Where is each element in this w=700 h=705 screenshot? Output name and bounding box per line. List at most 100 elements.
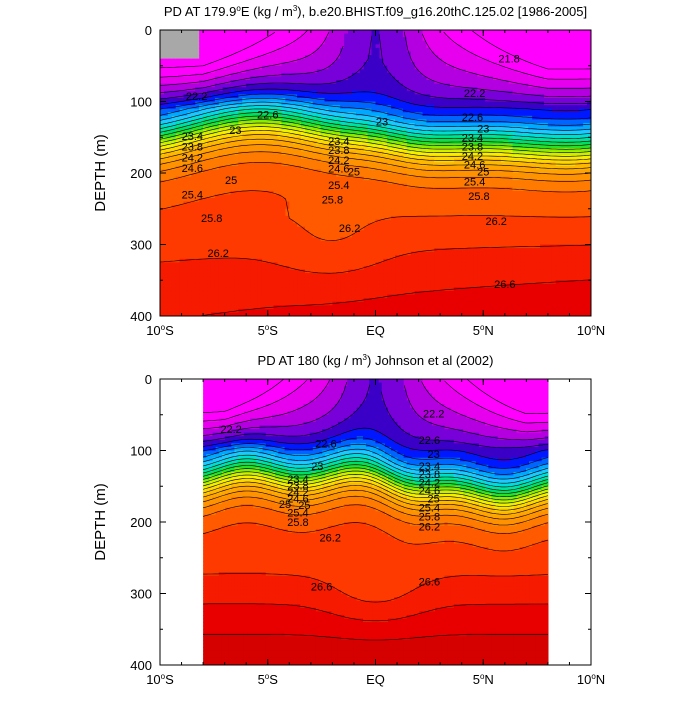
contour-cell <box>230 144 236 149</box>
contour-cell <box>359 251 365 256</box>
contour-cell <box>332 301 337 306</box>
contour-cell <box>344 40 349 45</box>
contour-cell <box>195 269 200 274</box>
contour-cell <box>238 237 243 242</box>
contour-cell <box>242 122 247 128</box>
contour-cell <box>363 308 369 314</box>
contour-cell <box>187 208 192 213</box>
contour-cell <box>308 155 314 160</box>
contour-cell <box>336 97 341 103</box>
contour-cell <box>301 65 306 70</box>
contour-cell <box>214 244 220 249</box>
contour-cell <box>207 262 212 267</box>
contour-cell <box>175 212 181 217</box>
contour-cell <box>281 201 286 206</box>
contour-cell <box>250 190 255 196</box>
contour-cell <box>395 122 400 128</box>
contour-cell <box>226 62 232 67</box>
contour-cell <box>301 187 306 192</box>
contour-cell <box>316 97 322 103</box>
contour-cell <box>167 90 173 95</box>
contour-cell <box>312 119 318 124</box>
contour-cell <box>214 97 220 103</box>
contour-cell <box>218 219 224 224</box>
contour-cell <box>179 294 185 299</box>
contour-cell <box>187 301 192 306</box>
contour-cell <box>163 122 169 128</box>
contour-cell <box>218 155 224 160</box>
contour-cell <box>257 301 263 306</box>
contour-cell <box>281 90 286 95</box>
contour-cell <box>222 283 228 288</box>
contour-cell <box>363 87 369 92</box>
contour-cell <box>391 190 396 196</box>
contour-cell <box>344 233 349 238</box>
contour-cell <box>371 147 377 153</box>
contour-cell <box>285 244 290 249</box>
contour-cell <box>316 40 322 45</box>
contour-cell <box>324 237 330 242</box>
contour-cell <box>320 140 326 145</box>
contour-cell <box>371 226 377 231</box>
missing-data-cell <box>183 30 189 35</box>
contour-cell <box>324 47 330 53</box>
contour-cell <box>218 55 224 60</box>
contour-cell <box>395 55 400 60</box>
missing-data-cell <box>179 47 185 53</box>
contour-cell <box>254 305 259 310</box>
contour-cell <box>163 126 169 131</box>
contour-cell <box>230 83 236 88</box>
contour-cell <box>269 55 275 60</box>
contour-cell <box>312 262 318 267</box>
contour-cell <box>234 83 239 88</box>
missing-data-cell <box>163 51 169 56</box>
contour-cell <box>359 205 365 210</box>
contour-cell <box>340 301 345 306</box>
contour-cell <box>391 223 396 228</box>
contour-cell <box>387 72 392 78</box>
contour-cell <box>359 294 365 299</box>
contour-cell <box>348 47 353 53</box>
missing-data-cell <box>179 44 185 49</box>
contour-cell <box>175 226 181 231</box>
contour-cell <box>210 230 216 235</box>
contour-cell <box>371 240 377 246</box>
contour-cell <box>293 65 298 70</box>
missing-data-cell <box>175 51 181 56</box>
contour-cell <box>355 97 361 103</box>
contour-cell <box>367 301 373 306</box>
contour-cell <box>171 280 177 285</box>
contour-cell <box>328 294 333 299</box>
contour-cell <box>395 230 400 235</box>
contour-cell <box>328 198 333 203</box>
contour-cell <box>375 72 381 78</box>
contour-cell <box>387 290 392 296</box>
contour-cell <box>222 122 228 128</box>
contour-cell <box>257 130 263 135</box>
contour-cell <box>316 58 322 63</box>
contour-cell <box>226 233 232 238</box>
contour-cell <box>320 305 326 310</box>
contour-cell <box>308 244 314 249</box>
contour-cell <box>226 165 232 171</box>
contour-cell <box>210 62 216 67</box>
contour-cell <box>375 40 381 45</box>
contour-cell <box>351 237 357 242</box>
contour-cell <box>175 201 181 206</box>
contour-cell <box>383 215 388 221</box>
contour-cell <box>171 212 177 217</box>
contour-cell <box>281 183 286 188</box>
contour-cell <box>160 147 165 153</box>
contour-cell <box>332 233 337 238</box>
contour-cell <box>293 94 298 99</box>
contour-cell <box>191 165 196 171</box>
contour-cell <box>179 80 185 85</box>
contour-cell <box>175 69 181 74</box>
contour-cell <box>273 105 279 110</box>
contour-cell <box>324 140 330 145</box>
contour-cell <box>242 51 247 56</box>
contour-cell <box>175 130 181 135</box>
contour-cell <box>348 44 353 49</box>
contour-cell <box>163 280 169 285</box>
contour-cell <box>222 248 228 253</box>
